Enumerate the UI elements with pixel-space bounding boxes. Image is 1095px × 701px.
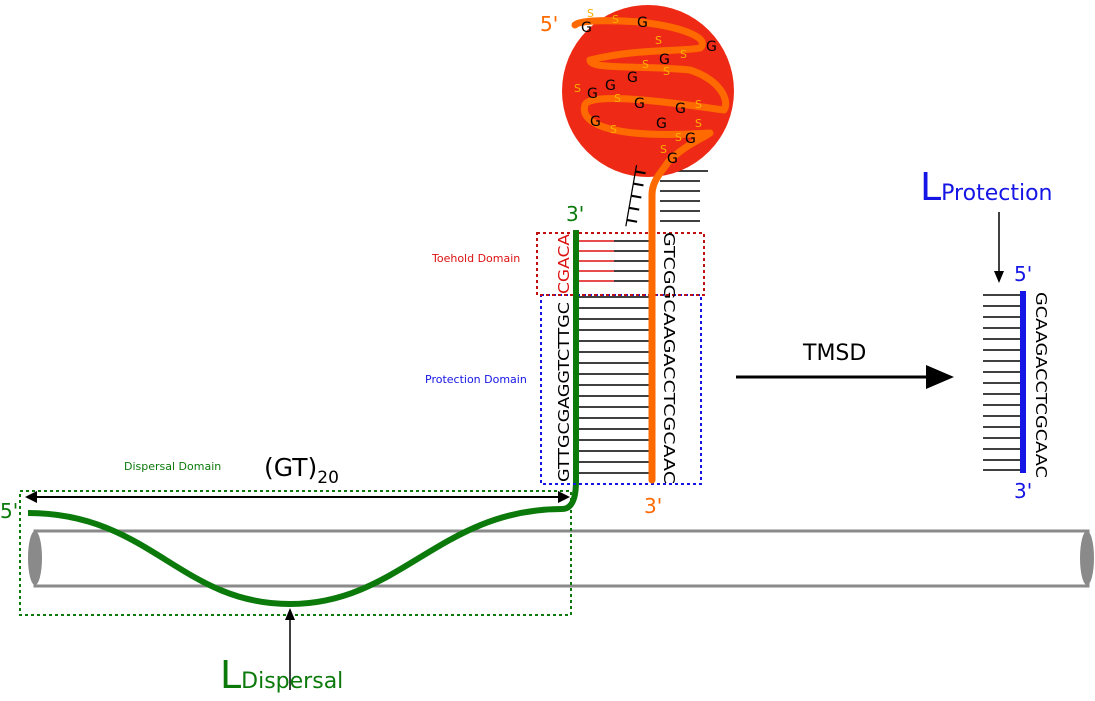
svg-text:G: G <box>581 20 592 36</box>
green-protection-sequence: GTTGCGAGGTCTTGC <box>555 302 573 482</box>
svg-text:S: S <box>574 82 581 95</box>
svg-text:G: G <box>667 151 678 167</box>
green-3-prime-label: 3' <box>566 202 584 226</box>
orange-strand-sequence: GTCGGCAAGACCTCGCAAC <box>660 232 678 484</box>
orange-5-prime-label: 5' <box>540 12 558 36</box>
blue-5-prime-label: 5' <box>1014 262 1032 286</box>
protection-duplex-rungs <box>579 296 651 474</box>
svg-text:G: G <box>706 39 717 55</box>
svg-text:S: S <box>587 7 594 20</box>
svg-text:S: S <box>655 34 662 47</box>
toehold-domain-label: Toehold Domain <box>431 252 520 265</box>
svg-text:G: G <box>656 116 667 132</box>
svg-text:G: G <box>605 78 616 94</box>
svg-text:S: S <box>695 98 702 111</box>
svg-text:S: S <box>675 131 682 144</box>
green-toehold-sequence: CGACA <box>555 233 573 294</box>
toehold-duplex-rungs <box>579 240 651 282</box>
svg-text:G: G <box>675 101 686 117</box>
svg-text:S: S <box>614 92 621 105</box>
svg-text:G: G <box>587 86 598 102</box>
svg-text:G: G <box>627 70 638 86</box>
toehold-domain-box <box>536 232 705 296</box>
l-dispersal-label: LDispersal <box>220 653 343 697</box>
svg-text:S: S <box>660 143 667 156</box>
orange-strand <box>571 17 730 484</box>
tube <box>28 529 1094 588</box>
svg-text:S: S <box>695 117 702 130</box>
blue-strand-rungs <box>983 294 1020 471</box>
tmsd-label: TMSD <box>802 341 866 366</box>
l-dispersal-arrow <box>285 608 295 690</box>
dispersal-domain-box <box>19 490 572 616</box>
l-protection-label: LProtection <box>920 165 1052 209</box>
linker-rungs <box>660 170 708 222</box>
gt-span-arrow <box>25 491 570 503</box>
svg-text:S: S <box>680 48 687 61</box>
svg-text:G: G <box>685 131 696 147</box>
protection-domain-label: Protection Domain <box>425 373 527 386</box>
svg-text:G: G <box>590 114 601 130</box>
svg-text:G: G <box>634 96 645 112</box>
gt-repeat-label: (GT)20 <box>264 453 339 488</box>
l-protection-arrow <box>994 212 1004 283</box>
green-5-prime-label: 5' <box>0 499 18 523</box>
svg-text:G: G <box>659 52 670 68</box>
sphere-letters: G G G G G G G G G G G G G S S S S S S S … <box>574 7 717 167</box>
tmsd-arrow <box>736 365 954 389</box>
svg-text:G: G <box>637 15 648 31</box>
dispersal-domain-label: Dispersal Domain <box>124 460 221 473</box>
blue-strand-sequence: GCAAGACCTCGCAAC <box>1032 292 1050 478</box>
orange-3-prime-label: 3' <box>644 494 662 518</box>
svg-text:S: S <box>642 58 649 71</box>
svg-text:S: S <box>612 13 619 26</box>
green-strand-dispersal <box>27 479 579 608</box>
svg-text:S: S <box>663 65 670 78</box>
blue-3-prime-label: 3' <box>1014 479 1032 503</box>
svg-text:S: S <box>610 123 617 136</box>
